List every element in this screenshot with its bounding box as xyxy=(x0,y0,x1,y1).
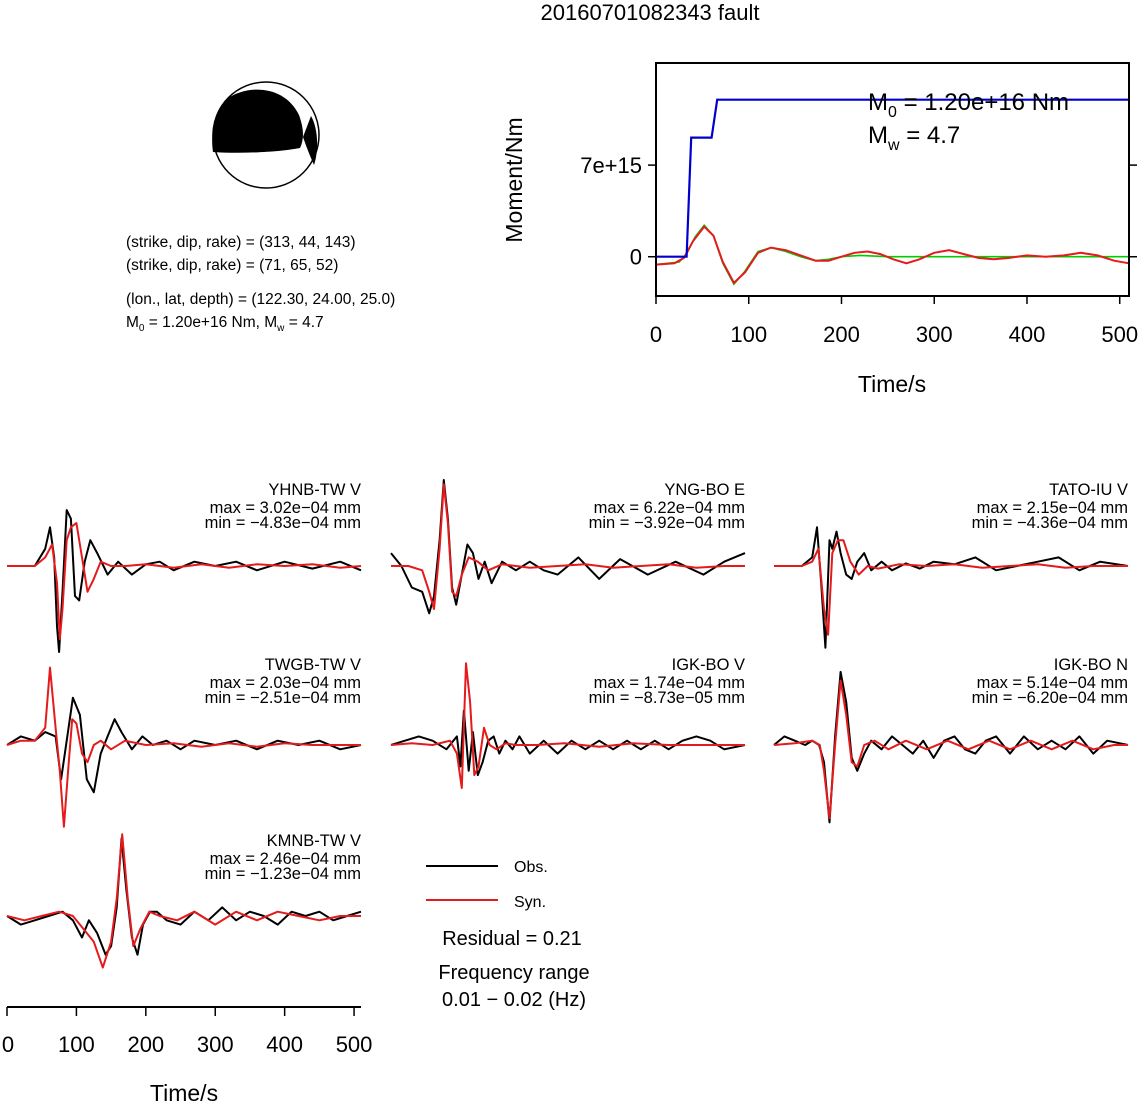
waveform-max-label: max = 2.15e−04 mm xyxy=(977,499,1128,517)
waveform-syn-trace xyxy=(774,539,1128,636)
legend: Obs. Syn. xyxy=(426,859,548,911)
beachball xyxy=(212,81,320,189)
moment-panel-lines xyxy=(655,98,1130,286)
waveform-station-label: YHNB-TW V xyxy=(268,481,361,499)
waveform-min-label: min = −1.23e−04 mm xyxy=(205,865,361,883)
moment-xtick-label: 0 xyxy=(650,322,662,347)
waveform-max-label: max = 5.14e−04 mm xyxy=(977,674,1128,692)
waveform-syn-trace xyxy=(7,522,362,641)
waveform-syn-trace xyxy=(6,833,361,969)
beachball-compression-sliver xyxy=(303,116,318,165)
moment-panel-syn-line xyxy=(655,225,1130,285)
waveform-min-label: min = −4.36e−04 mm xyxy=(972,514,1128,532)
moment-xtick-label: 100 xyxy=(730,322,767,347)
waveform-min-label: min = −2.51e−04 mm xyxy=(205,689,361,707)
waveform-min-label: min = −8.73e−05 mm xyxy=(589,689,745,707)
waveform-syn-trace xyxy=(6,666,361,828)
waveform-xtick-label: 400 xyxy=(266,1032,303,1057)
waveform-max-label: max = 2.03e−04 mm xyxy=(210,674,361,692)
moment-ytick-label: 7e+15 xyxy=(580,153,642,178)
nodal-plane-1: (strike, dip, rake) = (313, 44, 143) xyxy=(126,234,356,251)
waveform-obs-trace xyxy=(7,509,362,653)
waveform-station-label: YNG-BO E xyxy=(664,481,745,499)
moment-panel-cumulative-line xyxy=(656,98,1129,258)
waveform-max-label: max = 6.22e−04 mm xyxy=(594,499,745,517)
frequency-range-title: Frequency range xyxy=(438,962,589,984)
waveform-min-label: min = −6.20e−04 mm xyxy=(972,689,1128,707)
nodal-plane-2: (strike, dip, rake) = (71, 65, 52) xyxy=(126,257,338,274)
waveform-xtick-label: 100 xyxy=(58,1032,95,1057)
beachball-compression-quadrant xyxy=(212,89,303,153)
waveform-xtick-label: 0 xyxy=(2,1032,14,1057)
waveform-xtick-label: 300 xyxy=(197,1032,234,1057)
waveform-station-label: TWGB-TW V xyxy=(265,656,361,674)
moment-panel-axes: 0 100 200 300 400 500 0 7e+15 xyxy=(580,153,1138,347)
waveform-station-label: IGK-BO N xyxy=(1054,656,1128,674)
waveform-min-label: min = −4.83e−04 mm xyxy=(205,514,361,532)
waveform-min-label: min = −3.92e−04 mm xyxy=(589,514,745,532)
residual-label: Residual = 0.21 xyxy=(442,928,582,950)
moment-ytick-label: 0 xyxy=(630,245,642,270)
waveform-station-label: TATO-IU V xyxy=(1049,481,1128,499)
moment-xtick-label: 300 xyxy=(916,322,953,347)
moment-ylabel: Moment/Nm xyxy=(501,117,527,242)
figure-title: 20160701082343 fault xyxy=(541,0,760,25)
waveform-obs-trace xyxy=(773,670,1129,824)
waveform-max-label: max = 2.46e−04 mm xyxy=(210,850,361,868)
hypocenter-location: (lon., lat, depth) = (122.30, 24.00, 25.… xyxy=(126,291,395,308)
moment-panel-stf-line xyxy=(655,224,1129,286)
moment-xtick-label: 400 xyxy=(1009,322,1046,347)
waveform-max-label: max = 3.02e−04 mm xyxy=(210,499,361,517)
waveform-max-label: max = 1.74e−04 mm xyxy=(594,674,745,692)
source-magnitude: M0 = 1.20e+16 Nm, Mw = 4.7 xyxy=(126,314,324,334)
moment-m0-label: M0 = 1.20e+16 Nm xyxy=(868,89,1069,121)
waveform-syn-trace xyxy=(773,679,1128,820)
waveform-station-label: IGK-BO V xyxy=(672,656,745,674)
moment-xlabel: Time/s xyxy=(858,371,926,397)
waveform-obs-trace xyxy=(390,479,746,615)
waveform-syn-trace xyxy=(390,662,745,789)
moment-panel-frame xyxy=(655,62,1130,297)
waveform-xtick-label: 500 xyxy=(336,1032,373,1057)
waveform-syn-trace xyxy=(391,483,745,610)
waveform-time-axis: 0 100 200 300 400 500 xyxy=(2,1006,373,1057)
waveform-xtick-label: 200 xyxy=(127,1032,164,1057)
waveform-xlabel: Time/s xyxy=(150,1080,218,1104)
legend-syn-label: Syn. xyxy=(514,894,546,911)
moment-mw-label: Mw = 4.7 xyxy=(868,122,960,154)
legend-obs-label: Obs. xyxy=(514,859,548,876)
waveform-station-label: KMNB-TW V xyxy=(267,832,361,850)
frequency-range-value: 0.01 − 0.02 (Hz) xyxy=(442,989,586,1011)
moment-xtick-label: 500 xyxy=(1101,322,1138,347)
moment-xtick-label: 200 xyxy=(823,322,860,347)
